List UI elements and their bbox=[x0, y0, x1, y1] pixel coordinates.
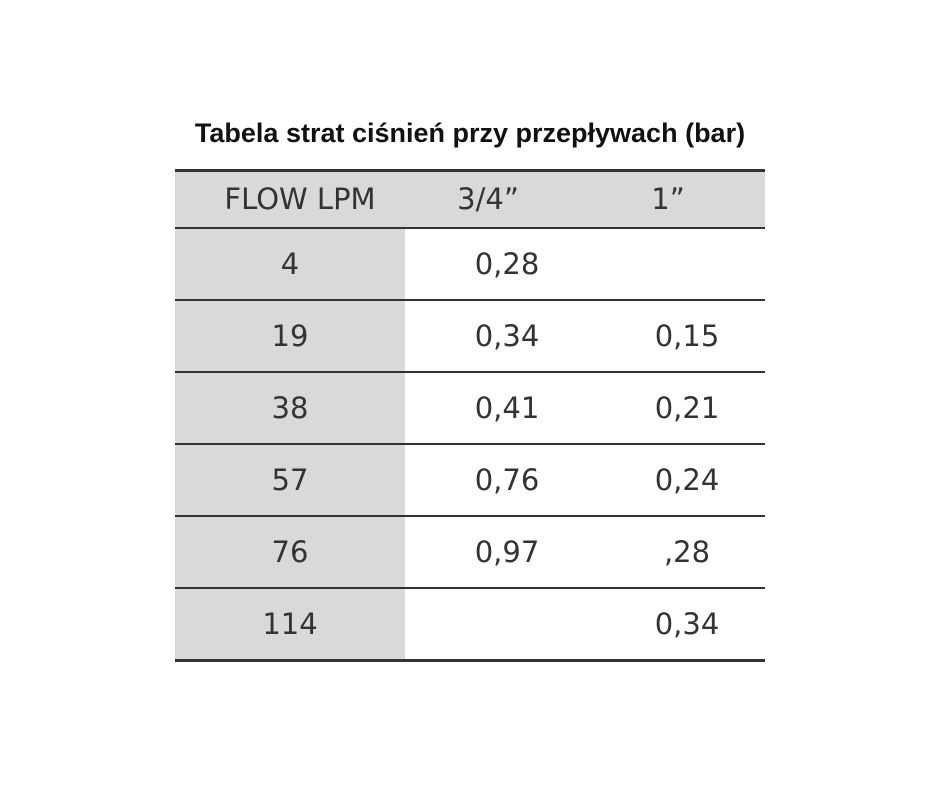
row-label-cell: 4 bbox=[175, 228, 405, 300]
header-top-rule bbox=[175, 169, 765, 172]
value-cell: 0,41 bbox=[474, 391, 540, 425]
row-label-cell: 114 bbox=[175, 588, 405, 660]
value-cell: 0,28 bbox=[474, 247, 540, 281]
value-cell: 0,97 bbox=[474, 535, 540, 569]
value-cell bbox=[585, 228, 765, 300]
row-label-cell: 57 bbox=[175, 444, 405, 516]
value-cell: 0,24 bbox=[654, 463, 720, 497]
value-cell: 0,34 bbox=[474, 319, 540, 353]
value-cell: ,28 bbox=[663, 535, 711, 569]
row-rule bbox=[175, 299, 765, 301]
row-label-cell: 76 bbox=[175, 516, 405, 588]
row-label-cell: 19 bbox=[175, 300, 405, 372]
header-cell: FLOW LPM bbox=[175, 170, 405, 228]
row-rule bbox=[175, 371, 765, 373]
bottom-rule bbox=[175, 659, 765, 662]
header-cell: 1” bbox=[585, 170, 765, 228]
row-rule bbox=[175, 515, 765, 517]
header-cell: 3/4” bbox=[405, 170, 585, 228]
row-rule bbox=[175, 227, 765, 229]
row-label-cell: 38 bbox=[175, 372, 405, 444]
value-cell: 0,34 bbox=[654, 607, 720, 641]
row-rule bbox=[175, 443, 765, 445]
table-title: Tabela strat ciśnień przy przepływach (b… bbox=[194, 118, 746, 148]
value-cell: 0,21 bbox=[654, 391, 720, 425]
value-cell: 0,76 bbox=[474, 463, 540, 497]
row-rule bbox=[175, 587, 765, 589]
value-cell: 0,15 bbox=[654, 319, 720, 353]
value-cell bbox=[405, 588, 585, 660]
